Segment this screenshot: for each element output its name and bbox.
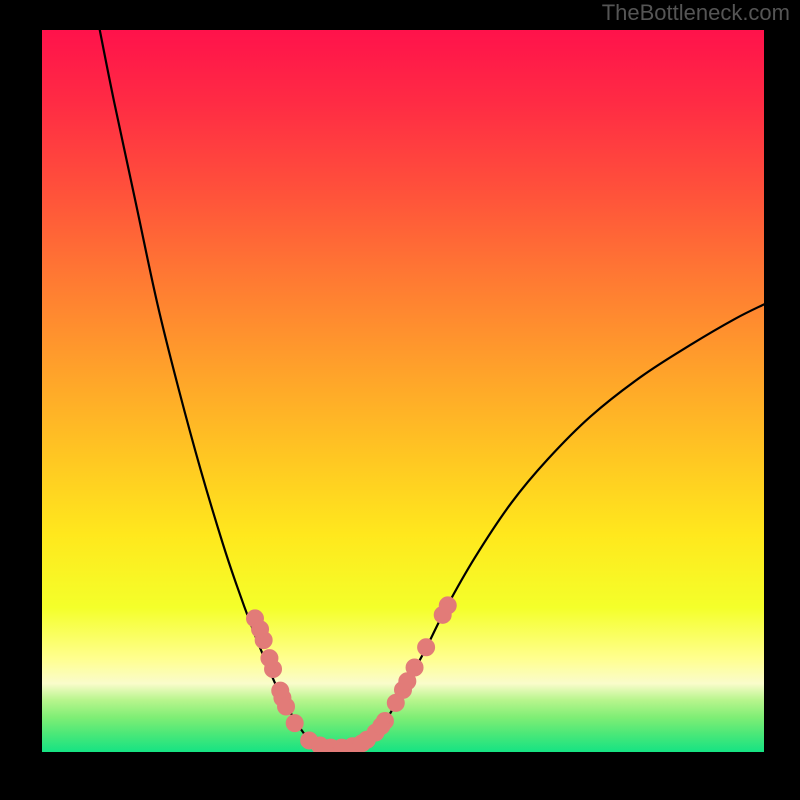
bottleneck-chart bbox=[0, 0, 800, 800]
data-marker bbox=[418, 639, 435, 656]
data-marker bbox=[261, 650, 278, 667]
plot-background bbox=[42, 30, 764, 752]
data-marker bbox=[278, 698, 295, 715]
data-marker bbox=[286, 715, 303, 732]
data-marker bbox=[252, 621, 269, 638]
chart-container: TheBottleneck.com bbox=[0, 0, 800, 800]
data-marker bbox=[373, 718, 390, 735]
data-marker bbox=[439, 597, 456, 614]
watermark-label: TheBottleneck.com bbox=[602, 0, 790, 26]
data-marker bbox=[406, 659, 423, 676]
